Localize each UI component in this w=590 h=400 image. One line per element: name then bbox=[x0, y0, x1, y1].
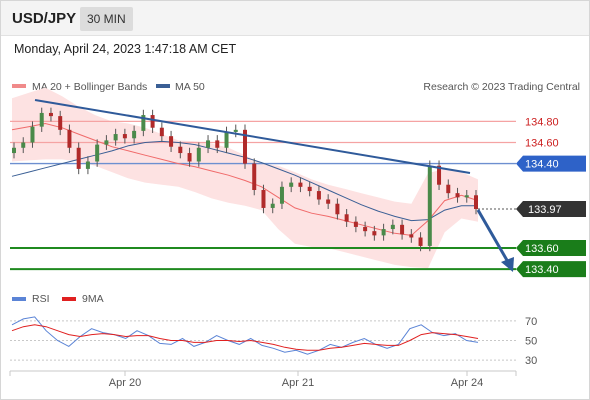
candle-body bbox=[363, 226, 368, 232]
copyright-text: Research © 2023 Trading Central bbox=[423, 81, 580, 93]
candle-body bbox=[279, 186, 284, 204]
candle-body bbox=[270, 203, 275, 208]
candle-body bbox=[464, 195, 469, 198]
candle-body bbox=[298, 182, 303, 187]
candle-body bbox=[76, 147, 81, 169]
ma20-legend-label: MA 20 + Bollinger Bands bbox=[32, 81, 147, 93]
ma9-legend-swatch bbox=[62, 297, 76, 301]
ma20-legend-swatch bbox=[12, 84, 26, 88]
candle-body bbox=[58, 116, 63, 130]
candle-body bbox=[196, 147, 201, 162]
candle-body bbox=[446, 184, 451, 194]
candle-body bbox=[474, 195, 478, 209]
candle-body bbox=[85, 161, 90, 169]
rsi-tick-label-50: 50 bbox=[525, 335, 537, 347]
candle-body bbox=[215, 140, 220, 148]
pivot-tag-label-134.40: 134.40 bbox=[525, 159, 559, 171]
resistance-tag-label-134.60: 134.60 bbox=[525, 138, 559, 150]
rsi-legend-swatch bbox=[12, 297, 26, 301]
candle-body bbox=[455, 193, 460, 198]
candle-body bbox=[169, 136, 174, 147]
candle-body bbox=[159, 127, 164, 137]
candle-body bbox=[390, 224, 395, 230]
candle-body bbox=[224, 131, 229, 148]
x-tick-label-apr-24: Apr 24 bbox=[451, 377, 483, 389]
support-tag-133.60 bbox=[516, 240, 586, 257]
candle-body bbox=[326, 199, 331, 204]
candle-body bbox=[141, 115, 146, 131]
candle-body bbox=[39, 112, 44, 127]
ma50-legend-label: MA 50 bbox=[175, 81, 205, 93]
trendline bbox=[34, 99, 471, 174]
ma50-legend-swatch bbox=[156, 84, 170, 88]
candle-body bbox=[261, 190, 266, 208]
last-price-tag-label: 133.97 bbox=[528, 204, 562, 216]
resistance-tag-label-134.80: 134.80 bbox=[525, 116, 559, 128]
pivot-tag-134.40 bbox=[516, 155, 586, 172]
bollinger-band-area bbox=[12, 87, 478, 269]
x-axis-ticks: Apr 20 Apr 21 Apr 24 bbox=[9, 371, 517, 389]
candle-body bbox=[316, 191, 321, 200]
candle-body bbox=[150, 115, 155, 128]
level-lines-layer bbox=[10, 120, 516, 271]
candle-body bbox=[21, 142, 26, 148]
ma9-legend-label: 9MA bbox=[82, 293, 104, 305]
candle-body bbox=[335, 203, 340, 215]
candle-body bbox=[132, 130, 137, 139]
support-tag-133.40 bbox=[516, 261, 586, 278]
candle-body bbox=[104, 140, 109, 145]
candle-body bbox=[48, 112, 53, 117]
candle-body bbox=[187, 153, 192, 162]
candle-body bbox=[67, 129, 72, 148]
candle-body bbox=[113, 134, 118, 141]
candle-body bbox=[289, 182, 294, 187]
rsi-9ma-line bbox=[11, 324, 479, 351]
candle-body bbox=[409, 234, 414, 238]
support-tag-label-133.40: 133.40 bbox=[525, 264, 559, 276]
candle-body bbox=[243, 129, 247, 164]
candle-body bbox=[178, 146, 183, 154]
candle-body bbox=[30, 126, 35, 143]
candle-body bbox=[427, 165, 432, 246]
candle-body bbox=[381, 229, 386, 236]
candle-body bbox=[252, 163, 257, 190]
trend-layer bbox=[34, 99, 514, 272]
rsi-legend-label: RSI bbox=[32, 293, 50, 305]
candle-body bbox=[233, 129, 238, 132]
x-tick-label-apr-20: Apr 20 bbox=[109, 377, 141, 389]
projection-arrow bbox=[476, 209, 510, 263]
candle-body bbox=[418, 237, 423, 246]
rsi-tick-label-70: 70 bbox=[525, 316, 537, 328]
candle-body bbox=[344, 214, 349, 222]
candle-body bbox=[95, 144, 100, 162]
last-price-tag bbox=[516, 201, 586, 217]
support-tag-label-133.60: 133.60 bbox=[525, 243, 559, 255]
x-tick-label-apr-21: Apr 21 bbox=[282, 377, 314, 389]
candle-body bbox=[400, 224, 405, 235]
datetime-label: Monday, April 24, 2023 1:47:18 AM CET bbox=[14, 42, 237, 56]
candle-body bbox=[122, 134, 127, 139]
candle-body bbox=[353, 221, 358, 227]
rsi-legend: RSI 9MA bbox=[12, 293, 104, 305]
projection-arrowhead bbox=[501, 257, 514, 272]
candle-body bbox=[307, 186, 312, 192]
candle-body bbox=[206, 140, 211, 148]
rsi-tick-label-30: 30 bbox=[525, 355, 537, 367]
price-tags-layer: 134.80 134.60 134.40 133.97 133.60 133.40 bbox=[516, 116, 586, 278]
header-bar: USD/JPY 30 MIN bbox=[1, 1, 589, 36]
candle-body bbox=[12, 147, 16, 154]
symbol-title: USD/JPY bbox=[12, 10, 77, 27]
candle-body bbox=[437, 165, 442, 185]
timeframe-button[interactable]: 30 MIN bbox=[80, 7, 133, 31]
main-legend: MA 20 + Bollinger Bands MA 50 bbox=[12, 81, 205, 93]
rsi-line bbox=[11, 316, 479, 355]
candles-layer bbox=[12, 107, 478, 252]
rsi-panel-layer: 70 50 30 bbox=[10, 316, 537, 367]
bollinger-band-layer bbox=[12, 87, 478, 269]
candle-body bbox=[372, 231, 377, 236]
